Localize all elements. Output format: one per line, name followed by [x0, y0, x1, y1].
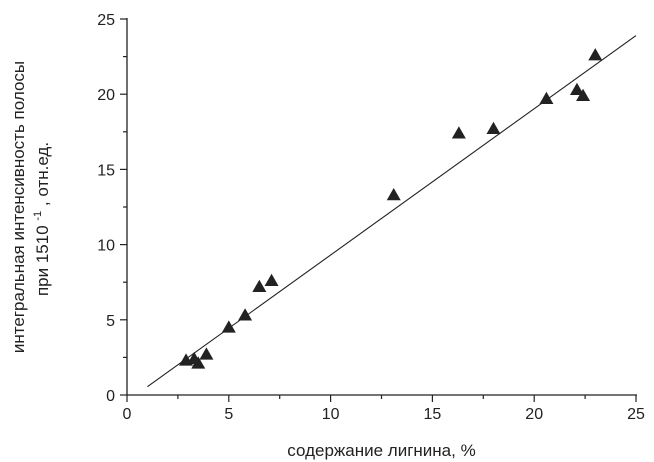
data-points [179, 48, 603, 369]
y-ticks: 0 5 10 15 20 25 [97, 12, 127, 405]
data-point-triangle [451, 126, 466, 139]
y-tick-label: 0 [106, 388, 115, 405]
data-point-triangle [569, 82, 584, 95]
x-tick-label: 25 [627, 406, 645, 423]
x-tick-label: 15 [424, 406, 442, 423]
data-point-triangle [539, 91, 554, 104]
x-axis-label: содержание лигнина, % [287, 441, 475, 460]
regression-line [147, 35, 637, 388]
x-tick-label: 5 [224, 406, 233, 423]
data-point-triangle [486, 121, 501, 135]
y-tick-label: 25 [97, 12, 115, 29]
data-point-triangle [191, 356, 206, 369]
data-point-triangle [386, 187, 401, 201]
y-axis-label-line1: интегральная интенсивность полосы [9, 61, 28, 353]
y-axis-label-suffix: , отн.ед. [33, 142, 52, 206]
plot-area: 0 5 10 15 20 25 0 5 10 15 20 25 [97, 12, 645, 423]
y-tick-label: 5 [106, 313, 115, 330]
x-tick-label: 0 [123, 406, 132, 423]
data-point-triangle [588, 48, 603, 61]
y-tick-label: 10 [97, 238, 115, 255]
data-point-triangle [238, 308, 253, 321]
data-point-triangle [576, 88, 591, 101]
y-tick-label: 15 [97, 162, 115, 179]
data-point-triangle [199, 347, 214, 360]
y-tick-label: 20 [97, 87, 115, 104]
x-tick-label: 20 [525, 406, 543, 423]
x-ticks: 0 5 10 15 20 25 [123, 395, 645, 423]
data-point-triangle [252, 279, 267, 292]
data-point-triangle [221, 320, 236, 333]
y-axis-label-superscript: -1 [32, 211, 44, 221]
y-axis-label-prefix: при 1510 [33, 225, 52, 296]
data-point-triangle [264, 273, 279, 286]
y-axis-label-line2: при 1510 -1 , отн.ед. [26, 142, 52, 296]
x-tick-label: 10 [322, 406, 340, 423]
